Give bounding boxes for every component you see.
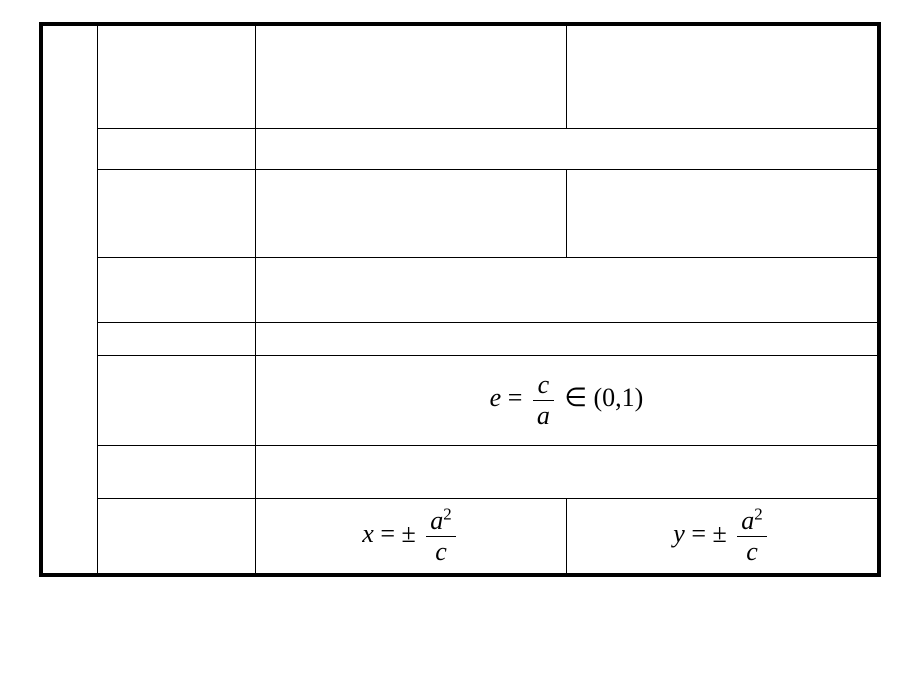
cell-r7-merged	[256, 446, 878, 499]
dx-pm: ±	[401, 519, 415, 548]
table: e = c a ∈ (0,1) x = ± a2 c	[42, 25, 878, 574]
cell-r3-c3	[256, 170, 567, 258]
row-4	[43, 258, 878, 323]
label-cell-r2	[98, 129, 256, 170]
label-cell-r5	[98, 323, 256, 356]
directrix-y-formula: y = ± a2 c	[673, 519, 770, 548]
cell-r2-merged	[256, 129, 878, 170]
dy-den: c	[737, 537, 766, 565]
ecc-den: a	[533, 401, 554, 429]
row-eccentricity: e = c a ∈ (0,1)	[43, 356, 878, 446]
dx-eq: =	[380, 519, 395, 548]
ecc-fraction: c a	[533, 372, 554, 429]
row-7	[43, 446, 878, 499]
row-2	[43, 129, 878, 170]
dx-den: c	[426, 537, 455, 565]
row-3	[43, 170, 878, 258]
dy-eq: =	[691, 519, 706, 548]
dx-num-var: a	[430, 506, 443, 535]
cell-directrix-x: x = ± a2 c	[256, 499, 567, 574]
dy-fraction: a2 c	[737, 508, 766, 565]
ecc-lhs: e	[490, 383, 502, 412]
cell-r3-c4	[567, 170, 878, 258]
row-5	[43, 323, 878, 356]
label-cell-r4	[98, 258, 256, 323]
label-cell-r7	[98, 446, 256, 499]
dy-num: a2	[737, 508, 766, 537]
dx-fraction: a2 c	[426, 508, 455, 565]
dy-num-var: a	[741, 506, 754, 535]
dx-lhs: x	[362, 519, 374, 548]
dy-num-exp: 2	[754, 504, 762, 523]
properties-table: e = c a ∈ (0,1) x = ± a2 c	[39, 22, 881, 577]
directrix-x-formula: x = ± a2 c	[362, 519, 459, 548]
label-cell-r1	[98, 26, 256, 129]
spanner-cell	[43, 26, 98, 574]
dx-num-exp: 2	[443, 504, 451, 523]
label-cell-directrix	[98, 499, 256, 574]
ecc-num: c	[533, 372, 554, 401]
label-cell-eccentricity	[98, 356, 256, 446]
cell-directrix-y: y = ± a2 c	[567, 499, 878, 574]
dy-pm: ±	[712, 519, 726, 548]
cell-r1-c4	[567, 26, 878, 129]
cell-eccentricity: e = c a ∈ (0,1)	[256, 356, 878, 446]
cell-r5-merged	[256, 323, 878, 356]
dy-lhs: y	[673, 519, 685, 548]
cell-r1-c3	[256, 26, 567, 129]
label-cell-r3	[98, 170, 256, 258]
row-1	[43, 26, 878, 129]
ecc-tail: ∈ (0,1)	[564, 383, 643, 412]
row-directrix: x = ± a2 c y = ± a2 c	[43, 499, 878, 574]
cell-r4-merged	[256, 258, 878, 323]
eccentricity-formula: e = c a ∈ (0,1)	[490, 383, 644, 412]
dx-num: a2	[426, 508, 455, 537]
ecc-eq: =	[508, 383, 523, 412]
